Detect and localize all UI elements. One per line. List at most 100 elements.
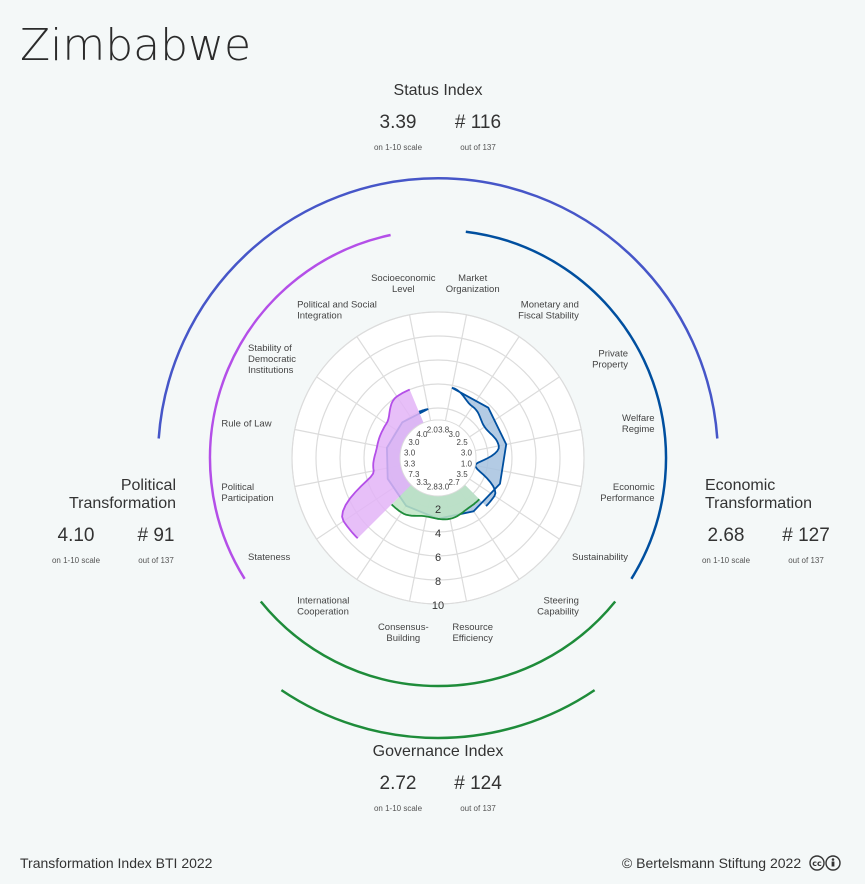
axis-label: Stateness xyxy=(248,552,290,563)
political-title-line2: Transformation xyxy=(69,495,176,512)
axis-label-line: Property xyxy=(592,360,628,371)
economic-score: 2.68 xyxy=(707,525,745,546)
value-label: 3.0 xyxy=(461,448,473,457)
axis-label-line: Efficiency xyxy=(452,633,493,644)
spoke xyxy=(408,314,432,421)
value-label: 4.0 xyxy=(416,430,428,439)
value-label: 2.0 xyxy=(427,426,439,435)
axis-label: Consensus-Building xyxy=(378,622,429,644)
inner-disc xyxy=(399,419,477,497)
value-labels: 3.8 3.02.53.01.03.52.73.02.83.37.33.33.03… xyxy=(404,426,472,492)
economic-arc xyxy=(465,230,668,580)
axis-label: Steering Capability xyxy=(537,596,579,618)
status-index-arc xyxy=(157,177,719,439)
axis-label-line: Building xyxy=(386,633,420,644)
political-score-note: on 1-10 scale xyxy=(51,556,101,565)
governance-area xyxy=(391,484,480,520)
status-index-block: Status Index 3.39 # 116 on 1-10 scale out … xyxy=(358,82,518,155)
value-label: 3.3 xyxy=(404,460,416,469)
ring-8 xyxy=(315,335,561,581)
footer-source: Transformation Index BTI 2022 xyxy=(20,855,213,871)
axis-label: Market Organization xyxy=(446,273,500,295)
governance-index-arc xyxy=(280,689,596,740)
axis-label-line: Sustainability xyxy=(572,552,628,563)
axis-label: International Cooperation xyxy=(297,596,349,618)
axis-label: Socioeconomic Level xyxy=(371,273,436,295)
economic-title-line2: Transformation xyxy=(705,495,812,512)
political-block: Political Transformation 4.10 # 91 on 1-1… xyxy=(36,477,196,568)
economic-rank: # 127 xyxy=(782,525,830,546)
value-label: 1.0 xyxy=(461,460,473,469)
political-area xyxy=(342,389,424,539)
ring-label: 6 xyxy=(435,552,441,564)
governance-rank-note: out of 137 xyxy=(460,804,496,813)
axis-label: Rule of Law xyxy=(221,418,271,429)
axis-label-line: Consensus- xyxy=(378,622,429,633)
axis-label-line: Market xyxy=(458,273,487,284)
status-index-score-note: on 1-10 scale xyxy=(373,143,423,152)
axis-label-line: Performance xyxy=(600,493,654,504)
political-outline xyxy=(341,388,411,539)
status-index-title: Status Index xyxy=(393,82,483,99)
economic-block: Economic Transformation 2.68 # 127 on 1-1… xyxy=(686,477,846,568)
chart-areas xyxy=(341,386,508,539)
governance-block: Governance Index 2.72 # 124 on 1-10 scale… xyxy=(358,743,518,816)
index-arcs xyxy=(157,177,719,740)
value-label: 3.5 xyxy=(457,470,469,479)
axis-label-line: Monetary and xyxy=(521,300,579,311)
axis-label: Stability of Democratic Institutions xyxy=(248,343,296,376)
ring-4 xyxy=(363,383,513,533)
axis-label: Welfare Regime xyxy=(622,413,655,435)
ring-labels: 2 4 6 8 10 xyxy=(432,504,444,612)
axis-label-line: Political and Social xyxy=(297,300,377,311)
axis-label-line: Integration xyxy=(297,311,342,322)
axis-label-line: Stability of xyxy=(248,343,292,354)
axis-label-line: Fiscal Stability xyxy=(518,311,579,322)
axis-label: Economic Performance xyxy=(600,482,655,504)
economic-title-line1: Economic xyxy=(705,477,776,494)
governance-outline xyxy=(390,498,480,521)
value-label: 2.7 xyxy=(449,478,461,487)
axis-label: Private Property xyxy=(592,349,628,371)
spoke xyxy=(475,428,582,452)
spoke xyxy=(444,314,468,421)
economic-score-note: on 1-10 scale xyxy=(701,556,751,565)
value-label: 3.0 xyxy=(408,438,420,447)
value-label: 2.5 xyxy=(457,438,469,447)
ring-6 xyxy=(339,359,537,557)
economic-rank-note: out of 137 xyxy=(788,556,824,565)
political-rank: # 91 xyxy=(137,525,175,546)
axis-label: Resource Efficiency xyxy=(452,622,493,644)
ring-label: 4 xyxy=(435,528,441,540)
political-arc xyxy=(208,233,391,580)
axis-label-line: Welfare xyxy=(622,413,655,424)
value-label: 7.3 xyxy=(408,470,420,479)
axis-label-line: Organization xyxy=(446,284,500,295)
ring-label: 10 xyxy=(432,600,444,612)
axis-label-line: Stateness xyxy=(248,552,290,563)
spoke xyxy=(458,336,520,427)
axis-label: Monetary and Fiscal Stability xyxy=(518,300,579,322)
governance-score-note: on 1-10 scale xyxy=(373,804,423,813)
value-label: 3.0 xyxy=(404,448,416,457)
value-label: 3.8 xyxy=(438,426,450,435)
axis-label-line: Regime xyxy=(622,424,655,435)
ring-10 xyxy=(291,311,585,605)
governance-score: 2.72 xyxy=(379,773,417,794)
ring-label: 2 xyxy=(435,504,441,516)
political-title-line1: Political xyxy=(120,477,176,494)
axis-label-line: Cooperation xyxy=(297,607,349,618)
governance-title: Governance Index xyxy=(372,743,504,760)
axis-label-line: Capability xyxy=(537,607,579,618)
axis-label: Political Participation xyxy=(221,482,273,504)
cc-license-icon: cc xyxy=(809,855,841,874)
spoke xyxy=(469,478,560,540)
axis-label-line: Democratic xyxy=(248,354,296,365)
axis-label: Sustainability xyxy=(572,552,628,563)
status-index-score: 3.39 xyxy=(379,112,417,133)
footer-copyright-text: © Bertelsmann Stiftung 2022 xyxy=(621,855,802,872)
political-score: 4.10 xyxy=(57,525,95,546)
axis-label-line: International xyxy=(297,596,349,607)
value-label: 3.3 xyxy=(416,478,428,487)
axis-label-line: Rule of Law xyxy=(221,418,271,429)
